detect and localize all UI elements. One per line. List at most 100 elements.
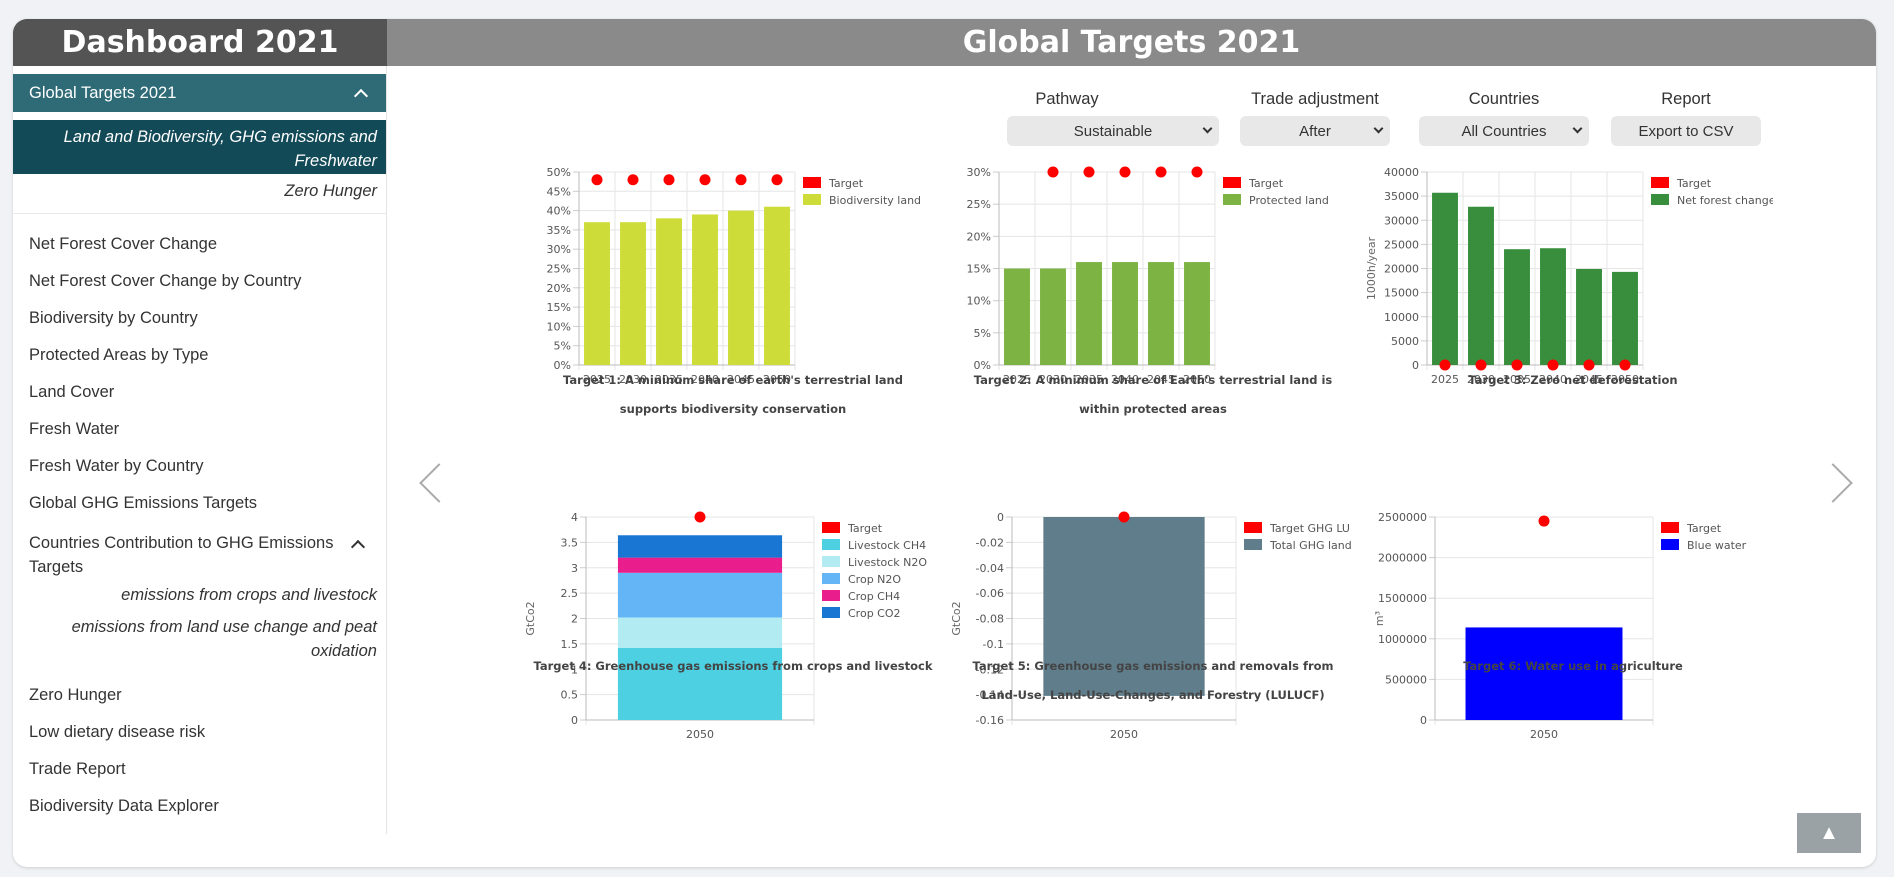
sidebar-item-land-cover[interactable]: Land Cover [29,383,115,401]
x-tick-label: 2050 [686,728,714,741]
sidebar-item-countries-contribution[interactable]: Countries Contribution to GHG Emissions … [29,531,339,579]
x-tick-label: 2030 [1467,373,1495,386]
legend-swatch [822,573,840,584]
target-point [1083,166,1095,178]
chart-target-2: 0% 5% 10% 15% 20% 25% 30% 2025 2030 2035 2040 2045 2… [967,166,1329,386]
trade-select[interactable]: After [1240,116,1390,146]
legend-label: Blue water [1687,539,1747,552]
legend-swatch [1651,177,1669,188]
bar [1432,192,1458,365]
x-tick-label: 2025 [1003,373,1031,386]
x-tick-label: 2050 [1183,373,1211,386]
target-point [1475,359,1487,371]
sidebar-subitem-crops-livestock[interactable]: emissions from crops and livestock [121,586,377,604]
y-tick-label: 20000 [1384,263,1419,276]
bar [617,557,783,573]
legend-label: Target [1686,522,1722,535]
legend-label: Target [1248,177,1284,190]
legend-label: Crop N2O [848,573,901,586]
sidebar-item-net-forest-country[interactable]: Net Forest Cover Change by Country [29,272,302,290]
sidebar-item-fresh-water[interactable]: Fresh Water [29,420,120,438]
y-axis-label: 1000h/year [1365,236,1378,300]
y-tick-label: 2000000 [1378,552,1427,565]
sidebar-item-global-ghg[interactable]: Global GHG Emissions Targets [29,494,258,512]
target-point [1047,166,1059,178]
y-tick-label: 0 [1412,359,1419,372]
target-point [1155,166,1167,178]
legend-swatch [1223,194,1241,205]
legend-label: Net forest change [1677,194,1773,207]
x-tick-label: 2050 [763,373,791,386]
y-tick-label: 50% [547,166,571,179]
y-tick-label: -0.14 [976,689,1004,702]
trade-label: Trade adjustment [1251,90,1379,108]
target-point [1547,359,1559,371]
sidebar-item-net-forest[interactable]: Net Forest Cover Change [29,235,218,253]
bar [1612,271,1638,365]
target-point [627,174,639,186]
chevron-up-icon [350,539,366,555]
sidebar-item-fresh-water-country[interactable]: Fresh Water by Country [29,457,204,475]
y-tick-label: 10% [967,295,991,308]
y-tick-label: 0 [1420,714,1427,727]
y-tick-label: 3.5 [561,536,579,549]
y-tick-label: 25% [967,198,991,211]
countries-select[interactable]: All Countries [1419,116,1589,146]
y-tick-label: 35000 [1384,190,1419,203]
trade-value: After [1299,122,1331,140]
target-point [735,174,747,186]
y-tick-label: 5% [554,340,571,353]
y-axis-label: GtCo2 [524,601,537,635]
chart-caption: Target 1: A mininum share of earth's ter… [563,373,903,416]
bar [1043,517,1205,696]
bar [1148,262,1174,365]
y-tick-label: 20% [547,282,571,295]
y-tick-label: 500000 [1385,673,1427,686]
y-tick-label: 3 [571,562,578,575]
pathway-select[interactable]: Sustainable [1007,116,1219,146]
carousel-prev-icon[interactable] [419,463,459,503]
y-tick-label: 5000 [1391,335,1419,348]
bar [617,647,783,720]
y-tick-label: 10000 [1384,311,1419,324]
sidebar-item-trade-report[interactable]: Trade Report [29,760,126,778]
carousel-next-icon[interactable] [1813,463,1853,503]
y-tick-label: -0.12 [976,663,1004,676]
legend-label: Target GHG LU [1269,522,1350,535]
x-tick-label: 2045 [727,373,755,386]
legend-label: Biodiversity land [829,194,921,207]
target-point [1118,511,1130,523]
x-tick-label: 2030 [1039,373,1067,386]
y-tick-label: 30% [967,166,991,179]
legend-swatch [1244,539,1262,550]
x-tick-label: 2035 [655,373,683,386]
sidebar-item-biodiversity-explorer[interactable]: Biodiversity Data Explorer [29,797,219,815]
sidebar-item-zero-hunger[interactable]: Zero Hunger [29,686,122,704]
y-tick-label: 45% [547,185,571,198]
scroll-top-button[interactable]: ▲ [1797,813,1861,853]
bar [1076,262,1102,365]
sidebar-item-protected-areas[interactable]: Protected Areas by Type [29,346,209,364]
y-tick-label: 0 [997,511,1004,524]
x-tick-label: 2045 [1147,373,1175,386]
y-tick-label: 2500000 [1378,511,1427,524]
sidebar-subitem-land-use-change[interactable]: emissions from land use change and peat … [71,618,377,660]
bar [1576,268,1602,365]
legend-swatch [822,607,840,618]
sidebar-group-global-targets[interactable]: Global Targets 2021 [13,74,386,112]
x-tick-label: 2025 [583,373,611,386]
legend-swatch [1661,522,1679,533]
sidebar-item-low-dietary[interactable]: Low dietary disease risk [29,723,206,741]
chart-caption: Target 4: Greenhouse gas emissions from … [533,659,933,673]
sidebar-item-biodiversity-country[interactable]: Biodiversity by Country [29,309,198,327]
legend-swatch [822,539,840,550]
page-title: Global Targets 2021 [387,19,1876,66]
target-point [694,511,706,523]
sidebar-subitem-land-biodiversity[interactable]: Land and Biodiversity, GHG emissions and… [13,120,386,174]
x-tick-label: 2050 [1530,728,1558,741]
bar [764,206,790,365]
sidebar-subitem-zero-hunger[interactable]: Zero Hunger [284,182,377,200]
export-csv-button[interactable]: Export to CSV [1611,116,1761,146]
y-tick-label: 1500000 [1378,592,1427,605]
y-tick-label: 1.5 [561,638,579,651]
